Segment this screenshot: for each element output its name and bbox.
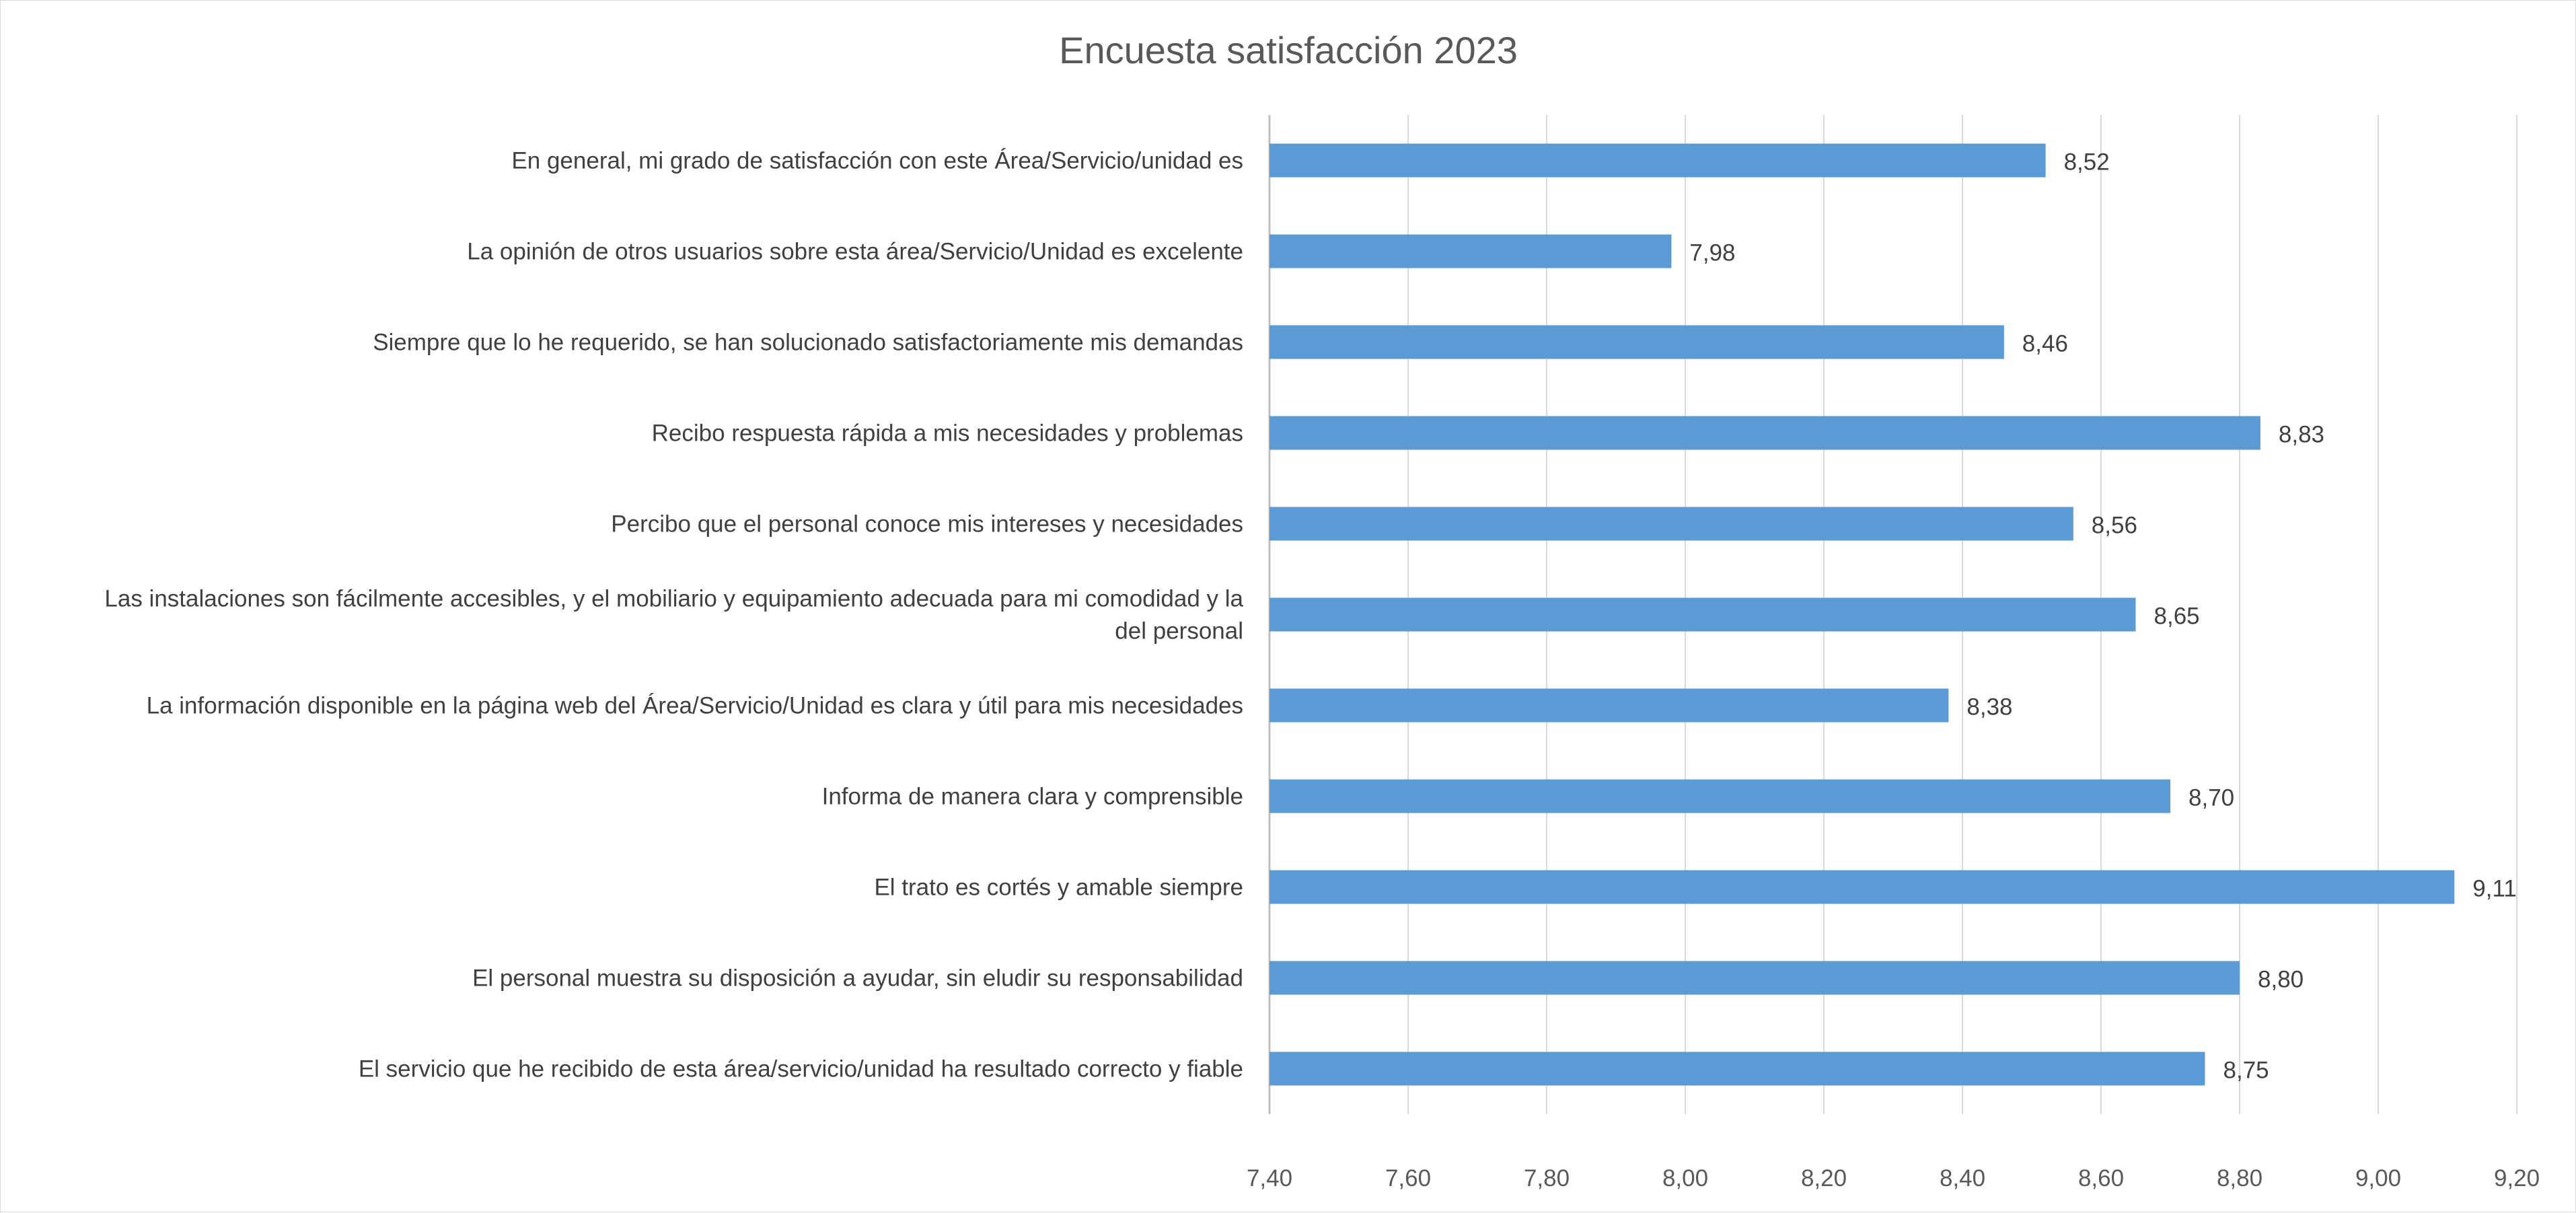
bar (1269, 326, 2004, 359)
x-tick-label: 7,80 (1524, 1165, 1570, 1191)
x-axis-ticks: 7,40 7,60 7,80 8,00 8,20 8,40 8,60 8,80 9,00 9,20 (1247, 1165, 2540, 1191)
bar (1269, 144, 2046, 178)
category-label: La información disponible en la página w… (147, 693, 1243, 719)
bar (1269, 871, 2454, 904)
x-tick-label: 8,60 (2078, 1165, 2124, 1191)
data-label: 8,80 (2258, 967, 2304, 993)
data-label: 8,75 (2223, 1058, 2269, 1084)
category-label: La opinión de otros usuarios sobre esta … (467, 239, 1243, 265)
category-labels: En general, mi grado de satisfacción con… (104, 148, 1243, 1082)
bars (1269, 144, 2454, 1086)
category-label: El trato es cortés y amable siempre (874, 875, 1243, 901)
x-tick-label: 8,40 (1940, 1165, 1985, 1191)
data-label: 8,65 (2154, 603, 2200, 630)
data-label: 8,56 (2092, 513, 2137, 539)
data-label: 9,11 (2472, 876, 2517, 902)
x-tick-label: 8,80 (2217, 1165, 2262, 1191)
bar (1269, 598, 2136, 632)
bar (1269, 1052, 2205, 1086)
bar (1269, 780, 2170, 813)
bar-chart: Encuesta satisfacción 2023 En general, m… (1, 1, 2576, 1213)
category-label: El servicio que he recibido de esta área… (359, 1056, 1243, 1082)
bar (1269, 235, 1671, 268)
x-tick-label: 9,00 (2355, 1165, 2401, 1191)
x-tick-label: 7,60 (1385, 1165, 1431, 1191)
category-label: Percibo que el personal conoce mis inter… (611, 511, 1243, 538)
data-label: 8,46 (2022, 331, 2068, 357)
data-label: 7,98 (1689, 240, 1735, 266)
bar (1269, 689, 1948, 723)
category-label: del personal (1115, 618, 1243, 645)
data-label: 8,52 (2064, 149, 2110, 176)
chart-title: Encuesta satisfacción 2023 (1059, 29, 1518, 71)
chart-area: Encuesta satisfacción 2023 En general, m… (0, 0, 2576, 1212)
bar (1269, 416, 2260, 450)
category-label: Recibo respuesta rápida a mis necesidade… (652, 420, 1243, 447)
data-label: 8,38 (1966, 694, 2012, 721)
category-label: Las instalaciones son fácilmente accesib… (104, 586, 1243, 612)
category-label: Informa de manera clara y comprensible (822, 784, 1243, 810)
data-label: 8,83 (2279, 422, 2324, 448)
x-tick-label: 9,20 (2494, 1165, 2540, 1191)
x-tick-label: 8,00 (1662, 1165, 1708, 1191)
category-label: En general, mi grado de satisfacción con… (511, 148, 1243, 174)
bar (1269, 961, 2240, 995)
bar (1269, 507, 2073, 541)
x-tick-label: 8,20 (1801, 1165, 1847, 1191)
category-label: El personal muestra su disposición a ayu… (472, 965, 1243, 992)
data-label: 8,70 (2188, 785, 2234, 811)
x-tick-label: 7,40 (1247, 1165, 1292, 1191)
category-label: Siempre que lo he requerido, se han solu… (373, 330, 1243, 356)
